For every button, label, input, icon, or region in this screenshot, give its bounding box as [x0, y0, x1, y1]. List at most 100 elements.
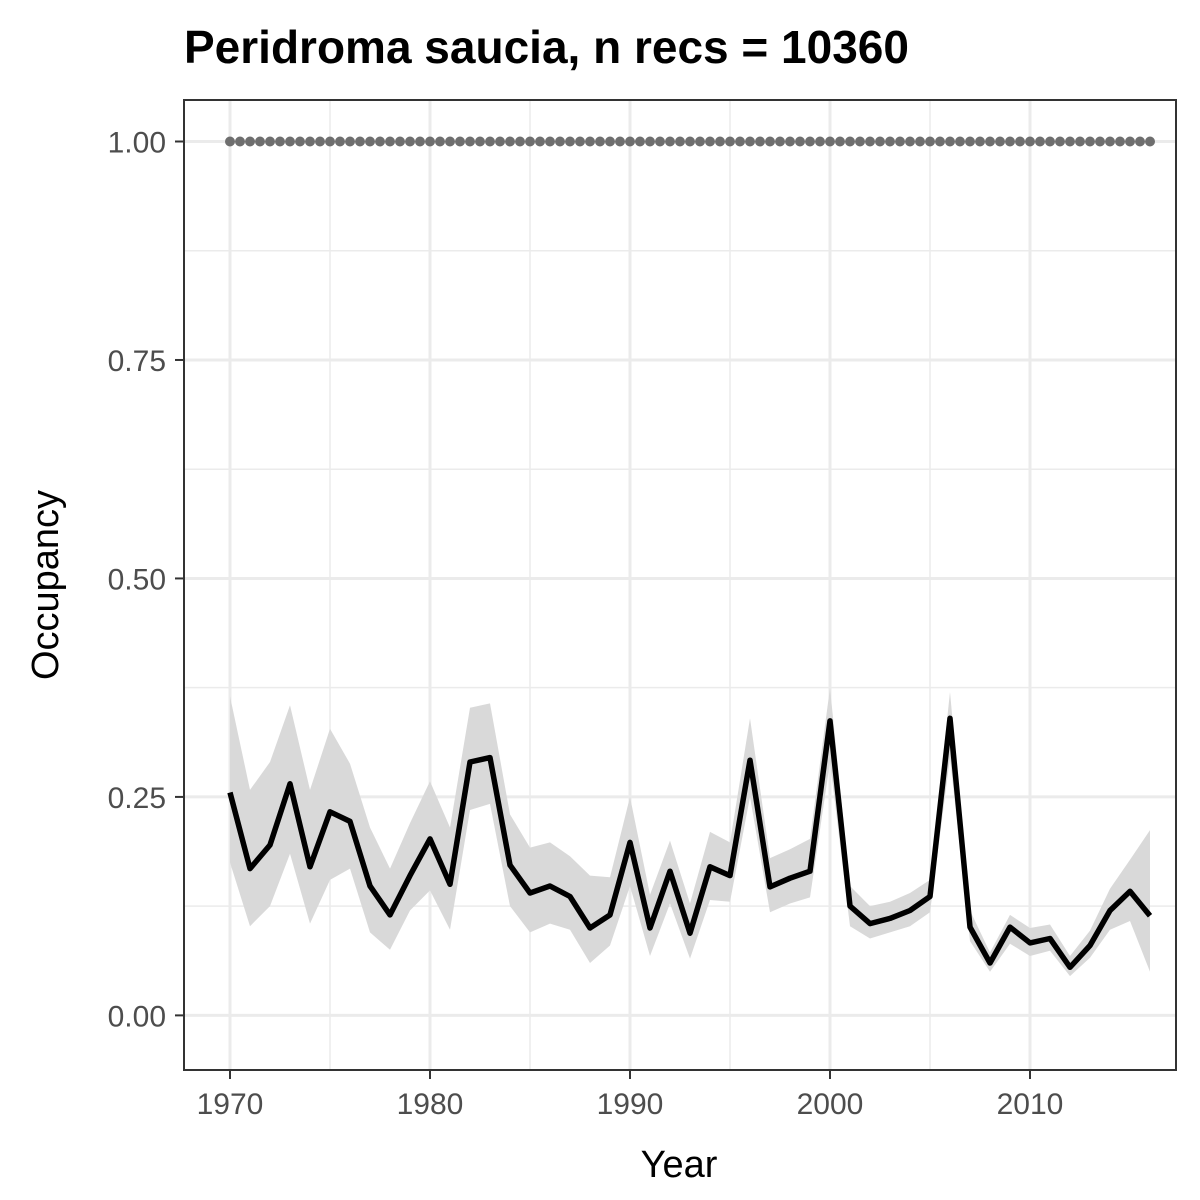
reference-point: [475, 136, 485, 147]
reference-point: [1135, 136, 1145, 147]
reference-point: [485, 136, 495, 147]
reference-point: [435, 136, 445, 147]
reference-point: [595, 136, 605, 147]
reference-point: [335, 136, 345, 147]
reference-point: [625, 136, 635, 147]
reference-point: [835, 136, 845, 147]
reference-point: [395, 136, 405, 147]
reference-point: [765, 136, 775, 147]
reference-point: [1075, 136, 1085, 147]
reference-point: [325, 136, 335, 147]
x-tick-label: 1980: [397, 1088, 464, 1121]
reference-point: [445, 136, 455, 147]
reference-point: [745, 136, 755, 147]
x-tick-label: 2010: [997, 1088, 1064, 1121]
reference-point: [1065, 136, 1075, 147]
reference-point: [575, 136, 585, 147]
reference-point: [635, 136, 645, 147]
reference-point: [565, 136, 575, 147]
y-tick-label: 0.75: [108, 345, 166, 378]
reference-point: [755, 136, 765, 147]
reference-point: [375, 136, 385, 147]
reference-point: [885, 136, 895, 147]
reference-point: [715, 136, 725, 147]
reference-point: [1095, 136, 1105, 147]
y-tick-label: 1.00: [108, 127, 166, 160]
reference-point: [515, 136, 525, 147]
reference-point: [545, 136, 555, 147]
reference-point: [645, 136, 655, 147]
reference-point: [785, 136, 795, 147]
x-tick-label: 1970: [197, 1088, 264, 1121]
reference-point: [535, 136, 545, 147]
y-axis: 0.00 0.25 0.50 0.75 1.00: [108, 127, 184, 1033]
x-axis: 1970 1980 1990 2000 2010: [197, 1070, 1064, 1121]
reference-point: [935, 136, 945, 147]
reference-point: [275, 136, 285, 147]
reference-point: [465, 136, 475, 147]
reference-point: [245, 136, 255, 147]
reference-point: [985, 136, 995, 147]
x-tick-label: 1990: [597, 1088, 664, 1121]
reference-point: [775, 136, 785, 147]
reference-point: [685, 136, 695, 147]
reference-point: [1015, 136, 1025, 147]
reference-point: [995, 136, 1005, 147]
occupancy-line: [227, 715, 1153, 971]
dotted-reference-layer: [225, 136, 1155, 147]
reference-point: [975, 136, 985, 147]
reference-point: [895, 136, 905, 147]
y-tick-label: 0.50: [108, 563, 166, 596]
reference-point: [415, 136, 425, 147]
reference-point: [905, 136, 915, 147]
reference-point: [875, 136, 885, 147]
reference-point: [1105, 136, 1115, 147]
reference-point: [655, 136, 665, 147]
reference-point: [965, 136, 975, 147]
reference-point: [915, 136, 925, 147]
reference-point: [1055, 136, 1065, 147]
reference-point: [865, 136, 875, 147]
reference-point: [845, 136, 855, 147]
reference-point: [365, 136, 375, 147]
reference-point: [555, 136, 565, 147]
reference-point: [285, 136, 295, 147]
reference-point: [695, 136, 705, 147]
reference-point: [1005, 136, 1015, 147]
reference-point: [525, 136, 535, 147]
reference-point: [665, 136, 675, 147]
reference-point: [345, 136, 355, 147]
reference-point: [825, 136, 835, 147]
reference-point: [585, 136, 595, 147]
panel-border: [183, 99, 1177, 1071]
reference-point: [315, 136, 325, 147]
reference-point: [725, 136, 735, 147]
reference-point: [455, 136, 465, 147]
reference-point: [925, 136, 935, 147]
reference-point: [1115, 136, 1125, 147]
y-axis-title: Occupancy: [25, 490, 67, 680]
reference-point: [265, 136, 275, 147]
reference-point: [305, 136, 315, 147]
occupancy-line-layer: [227, 715, 1153, 971]
reference-point: [805, 136, 815, 147]
reference-point: [425, 136, 435, 147]
reference-point: [405, 136, 415, 147]
reference-point: [795, 136, 805, 147]
reference-point: [1085, 136, 1095, 147]
reference-point: [675, 136, 685, 147]
reference-point: [1025, 136, 1035, 147]
chart-title: Peridroma saucia, n recs = 10360: [184, 21, 909, 73]
reference-point: [855, 136, 865, 147]
reference-point: [735, 136, 745, 147]
y-tick-label: 0.25: [108, 782, 166, 815]
x-tick-label: 2000: [797, 1088, 864, 1121]
reference-point: [945, 136, 955, 147]
reference-point: [815, 136, 825, 147]
reference-point: [1035, 136, 1045, 147]
reference-point: [705, 136, 715, 147]
reference-point: [1145, 136, 1155, 147]
reference-point: [615, 136, 625, 147]
